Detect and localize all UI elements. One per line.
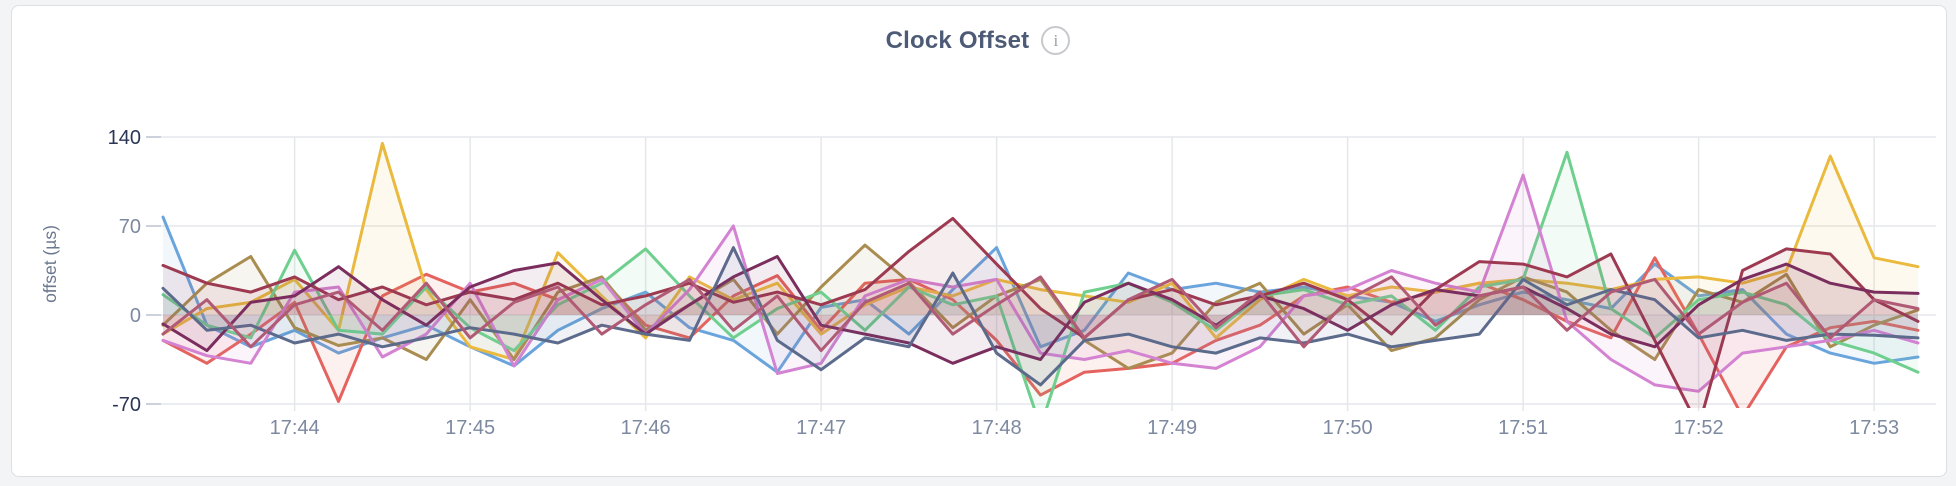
x-tick-label: 17:46 <box>621 417 671 439</box>
y-tick-label: -70 <box>112 394 141 416</box>
series-slate-line <box>161 246 1920 387</box>
x-tick-label: 17:50 <box>1323 417 1373 439</box>
x-tick-label: 17:44 <box>270 417 320 439</box>
x-tick-label: 17:53 <box>1849 417 1899 439</box>
x-tick-label: 17:51 <box>1498 417 1548 439</box>
series-green-fill <box>163 152 1918 408</box>
series-berry-line <box>161 275 1920 353</box>
y-tick-label: 0 <box>130 305 141 327</box>
panel-title[interactable]: Clock Offset <box>885 26 1030 54</box>
x-tick-label: 17:47 <box>796 417 846 439</box>
series-orchid-fill <box>163 175 1918 392</box>
x-tick-label: 17:45 <box>445 417 495 439</box>
panel-header: Clock Offset i <box>0 26 1956 55</box>
axis-layer: 140 70 0 -70 17:44 17:45 17:46 17:47 17:48 17:49 1… <box>40 127 1899 439</box>
chart-panel <box>11 5 1947 477</box>
x-tick-label: 17:49 <box>1147 417 1197 439</box>
series-wine-line <box>161 216 1920 408</box>
x-tick-label: 17:52 <box>1674 417 1724 439</box>
series-green-line <box>161 150 1920 408</box>
series-blue-fill <box>163 217 1918 373</box>
series-coral-line <box>161 256 1920 408</box>
info-icon[interactable]: i <box>1041 26 1071 55</box>
y-axis-title: offset (µs) <box>40 225 60 303</box>
series-slate-fill <box>163 247 1918 385</box>
series-layer <box>161 141 1920 408</box>
y-tick-label: 140 <box>108 127 141 149</box>
series-gold-line <box>161 141 1920 361</box>
series-wine-fill <box>163 218 1918 408</box>
y-tick-label: 70 <box>119 216 141 238</box>
x-tick-label: 17:48 <box>972 417 1022 439</box>
series-plum-line <box>161 255 1920 365</box>
